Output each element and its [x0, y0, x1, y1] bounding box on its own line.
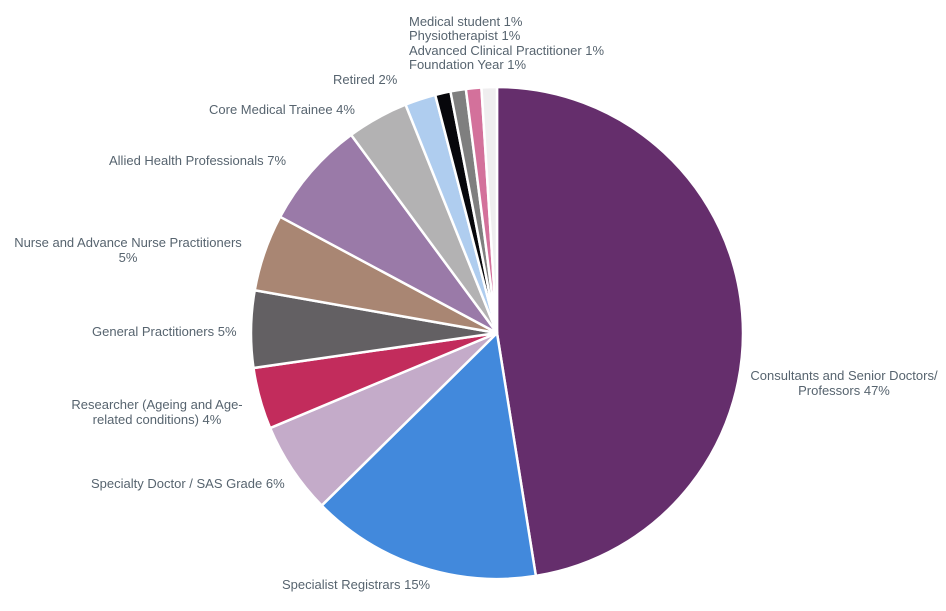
pie-slice-foundation-year — [480, 85, 499, 335]
pie-slice-specialist-registrars — [320, 331, 538, 581]
pie-slice-allied-health — [278, 133, 499, 335]
pie-slice-consultants — [495, 85, 745, 578]
